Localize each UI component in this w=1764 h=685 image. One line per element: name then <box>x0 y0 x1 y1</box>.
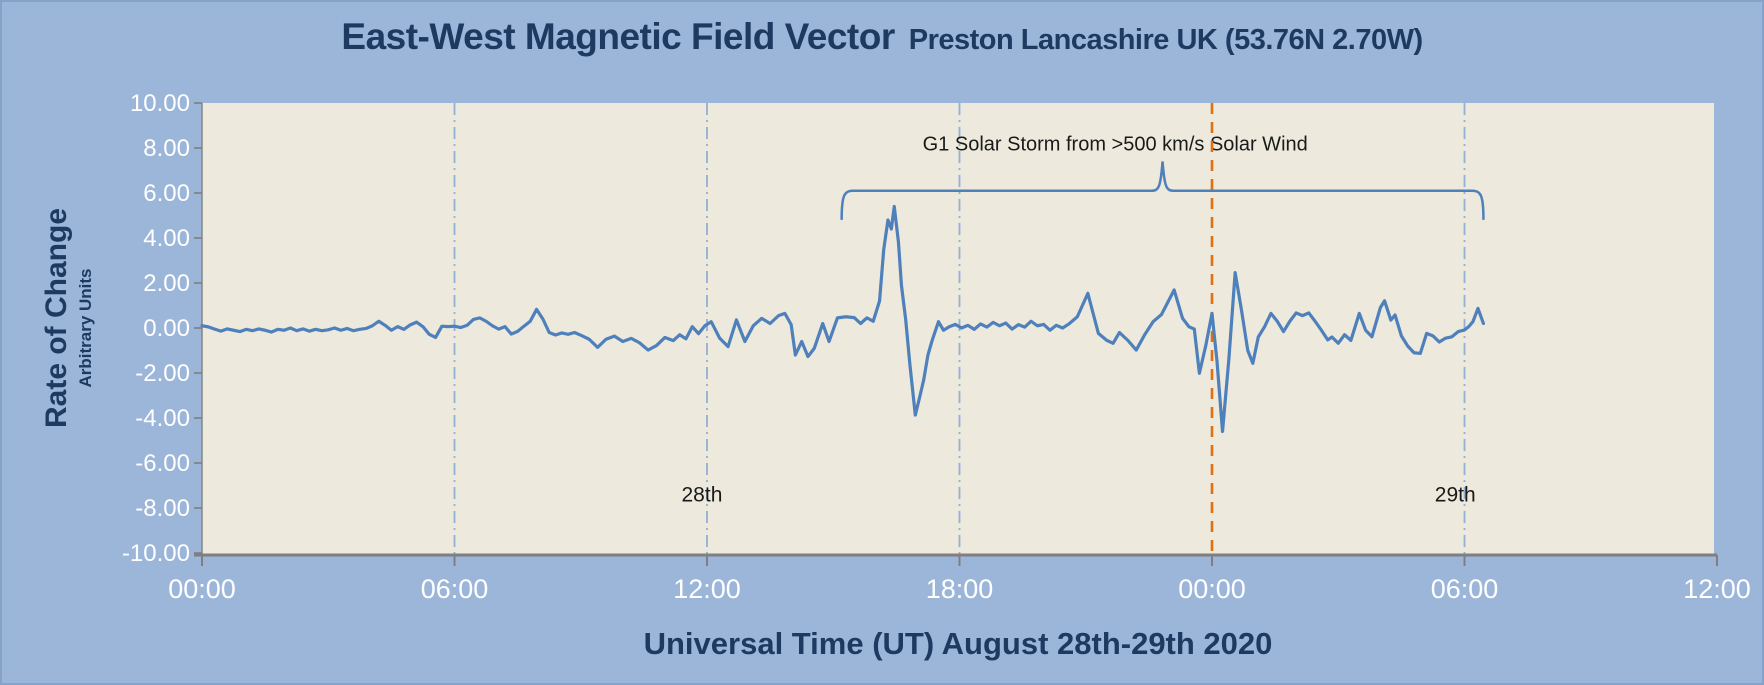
y-tick-label-2.00: 2.00 <box>143 270 190 297</box>
day-label-28th: 28th <box>682 484 723 507</box>
x-tick-label-3: 18:00 <box>926 574 994 604</box>
day-label-29th: 29th <box>1435 484 1476 507</box>
y-tick-label-0.00: 0.00 <box>143 315 190 342</box>
chart-title: East-West Magnetic Field Vector Preston L… <box>0 16 1764 58</box>
y-tick-label-6.00: 6.00 <box>143 180 190 207</box>
solar-storm-annotation-label: G1 Solar Storm from >500 km/s Solar Wind <box>923 134 1308 156</box>
x-tick-label-6: 12:00 <box>1683 574 1751 604</box>
x-axis-title: Universal Time (UT) August 28th-29th 202… <box>643 626 1273 661</box>
series-line <box>200 204 1486 434</box>
y-tick-label--2.00: -2.00 <box>135 360 190 387</box>
x-tick-label-0: 00:00 <box>168 574 236 604</box>
x-tick-label-5: 06:00 <box>1431 574 1499 604</box>
chart-title-subtitle: Preston Lancashire UK (53.76N 2.70W) <box>908 24 1423 56</box>
y-tick-label-10.00: 10.00 <box>130 90 190 117</box>
plot-area <box>202 103 1714 555</box>
y-tick-label--10.00: -10.00 <box>122 540 190 567</box>
y-tick-label--8.00: -8.00 <box>135 495 190 522</box>
y-tick-label--4.00: -4.00 <box>135 405 190 432</box>
y-tick-label--6.00: -6.00 <box>135 450 190 477</box>
x-tick-label-2: 12:00 <box>673 574 741 604</box>
x-tick-label-4: 00:00 <box>1178 574 1246 604</box>
solar-storm-brace <box>840 161 1485 221</box>
y-tick-label-8.00: 8.00 <box>143 135 190 162</box>
y-tick-label-4.00: 4.00 <box>143 225 190 252</box>
x-tick-label-1: 06:00 <box>421 574 489 604</box>
chart-title-main: East-West Magnetic Field Vector <box>341 16 895 57</box>
